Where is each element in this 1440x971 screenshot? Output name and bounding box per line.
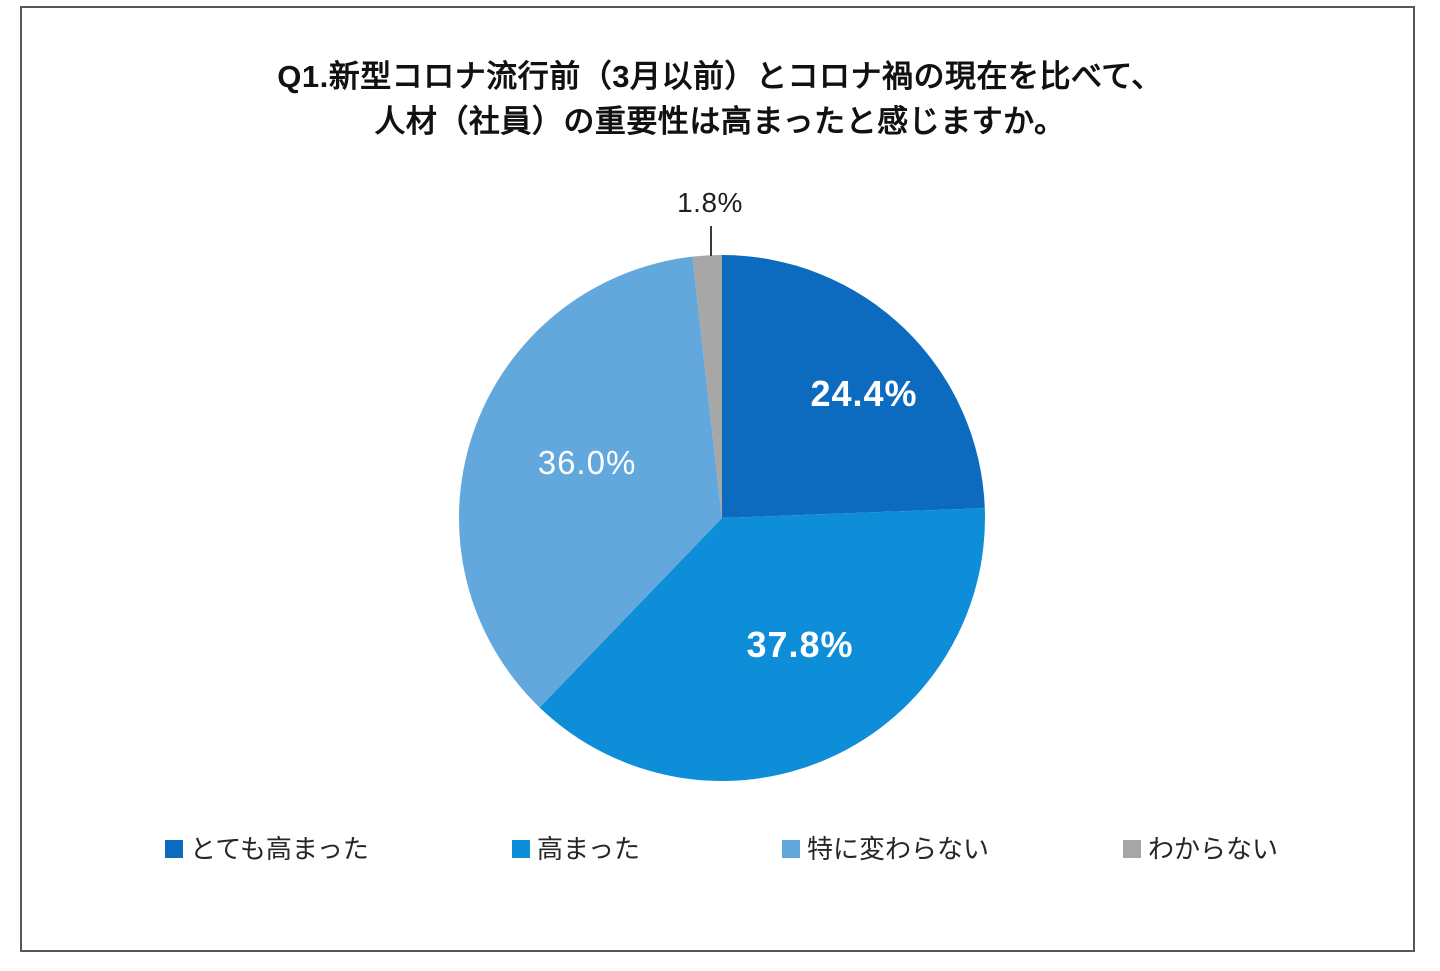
slice-label-very-increased: 24.4%: [810, 373, 918, 414]
pie-slice-2: [459, 256, 722, 708]
legend-item-unknown: わからない: [1123, 829, 1278, 866]
pie-chart: [459, 255, 985, 781]
pie-slice-0: [722, 255, 985, 518]
legend-label-very-increased: とても高まった: [190, 834, 369, 864]
legend-label-increased: 高まった: [537, 834, 640, 864]
chart-title: Q1.新型コロナ流行前（3月以前）とコロナ禍の現在を比べて、 人材（社員）の重要…: [0, 54, 1440, 144]
legend-marker-no-change-icon: [782, 839, 800, 858]
legend-item-increased: 高まった: [512, 829, 640, 866]
legend-item-no-change: 特に変わらない: [782, 829, 989, 866]
legend-marker-very-increased-icon: [165, 839, 183, 858]
slice-label-unknown: 1.8%: [677, 187, 743, 218]
legend-marker-increased-icon: [512, 839, 530, 858]
legend-marker-unknown-icon: [1123, 839, 1141, 858]
chart-title-line-2: 人材（社員）の重要性は高まったと感じますか。: [374, 104, 1066, 139]
legend-label-no-change: 特に変わらない: [807, 834, 990, 864]
legend-label-unknown: わからない: [1148, 834, 1279, 864]
chart-title-line-1: Q1.新型コロナ流行前（3月以前）とコロナ禍の現在を比べて、: [277, 59, 1163, 94]
pie-slice-1: [539, 508, 985, 781]
leader-line-unknown-slice: [710, 226, 712, 256]
slice-label-increased: 37.8%: [746, 624, 854, 665]
slice-label-no-change: 36.0%: [537, 444, 637, 481]
legend-item-very-increased: とても高まった: [165, 829, 369, 866]
pie-slice-3: [692, 255, 722, 518]
